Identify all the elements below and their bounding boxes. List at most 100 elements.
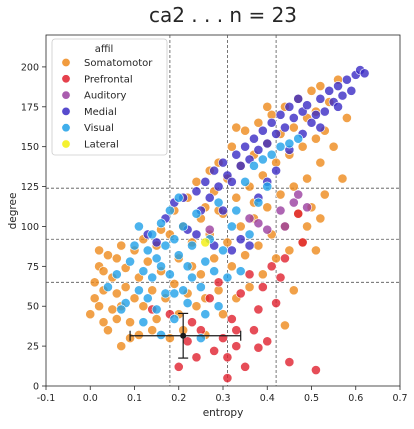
data-point: [222, 272, 233, 283]
data-point: [204, 192, 215, 203]
data-point: [275, 141, 286, 152]
data-point: [231, 341, 242, 352]
data-point: [98, 266, 109, 277]
data-point: [266, 149, 277, 160]
data-point: [218, 333, 228, 344]
data-point: [164, 269, 175, 280]
x-tick-label: 0.4: [260, 393, 275, 404]
data-point: [311, 365, 321, 375]
data-point: [147, 285, 158, 296]
data-point: [235, 234, 246, 245]
data-point: [218, 205, 228, 216]
data-point: [160, 240, 171, 251]
data-point: [280, 122, 290, 133]
data-point: [134, 330, 144, 340]
data-point: [284, 101, 295, 112]
data-point: [244, 282, 255, 292]
data-point: [116, 304, 127, 315]
data-point: [178, 285, 189, 296]
data-point: [297, 237, 308, 248]
data-point: [231, 122, 242, 133]
data-point: [333, 101, 343, 112]
x-axis-ticks: -0.1 0.0 0.1 0.2 0.3 0.4 0.5 0.6 0.7: [37, 386, 408, 404]
data-point: [257, 125, 268, 136]
x-tick-label: 0.6: [348, 393, 363, 404]
legend-frame: [51, 38, 168, 156]
y-axis-ticks: 0 25 50 75 100 125 150 175 200: [21, 62, 46, 393]
data-point: [257, 282, 268, 292]
data-point: [200, 176, 211, 187]
data-point: [89, 293, 100, 304]
data-point: [222, 237, 233, 248]
series-auditory: [204, 189, 312, 235]
data-point: [249, 160, 259, 171]
data-point: [151, 253, 162, 264]
legend-label: Medial: [84, 107, 117, 118]
data-point: [94, 301, 104, 312]
y-tick-label: 200: [21, 62, 39, 73]
data-point: [111, 253, 122, 264]
data-point: [293, 93, 304, 104]
legend-marker: [61, 74, 71, 84]
y-tick-label: 175: [21, 102, 39, 113]
data-point: [191, 208, 202, 219]
x-tick-label: 0.1: [127, 393, 142, 404]
x-tick-label: 0.2: [171, 393, 186, 404]
data-point: [337, 90, 348, 101]
error-bar: [129, 312, 242, 359]
data-point: [231, 325, 242, 336]
data-point: [182, 298, 193, 308]
data-point: [288, 285, 299, 296]
data-point: [337, 173, 348, 184]
data-point: [182, 261, 193, 272]
data-point: [315, 213, 326, 224]
data-point: [120, 282, 131, 292]
data-point: [213, 181, 224, 192]
data-point: [222, 352, 233, 363]
data-point: [195, 269, 206, 280]
data-point: [147, 325, 158, 336]
data-point: [147, 272, 158, 283]
data-point: [288, 181, 299, 192]
data-point: [195, 333, 206, 344]
data-point: [111, 314, 122, 324]
data-point: [138, 266, 149, 277]
data-point: [257, 269, 268, 280]
points-layer: [85, 65, 370, 383]
data-point: [195, 282, 206, 292]
data-point: [275, 205, 286, 216]
data-point: [253, 144, 264, 155]
data-point: [262, 138, 273, 149]
data-point: [226, 314, 237, 324]
legend-marker: [61, 57, 71, 67]
data-point: [266, 117, 277, 128]
data-point: [315, 157, 326, 168]
data-point: [311, 245, 321, 256]
data-point: [280, 221, 290, 232]
error-bar-center: [180, 332, 187, 339]
data-point: [213, 277, 224, 288]
y-tick-label: 150: [21, 142, 39, 153]
data-point: [173, 250, 184, 261]
data-point: [341, 74, 352, 85]
data-point: [271, 165, 281, 176]
data-point: [288, 197, 299, 208]
data-point: [226, 261, 237, 272]
data-point: [169, 278, 180, 289]
data-point: [191, 176, 202, 187]
data-point: [116, 240, 127, 251]
legend-title: affil: [95, 44, 114, 55]
data-point: [151, 237, 162, 248]
data-point: [359, 68, 370, 79]
legend-marker: [61, 106, 71, 116]
data-point: [253, 117, 264, 128]
x-tick-label: 0.5: [304, 393, 319, 404]
data-point: [262, 224, 273, 235]
data-point: [209, 253, 220, 264]
data-point: [191, 352, 202, 363]
data-point: [213, 301, 224, 312]
data-point: [244, 269, 255, 280]
data-point: [191, 229, 202, 240]
data-point: [315, 122, 326, 133]
data-point: [235, 288, 246, 299]
